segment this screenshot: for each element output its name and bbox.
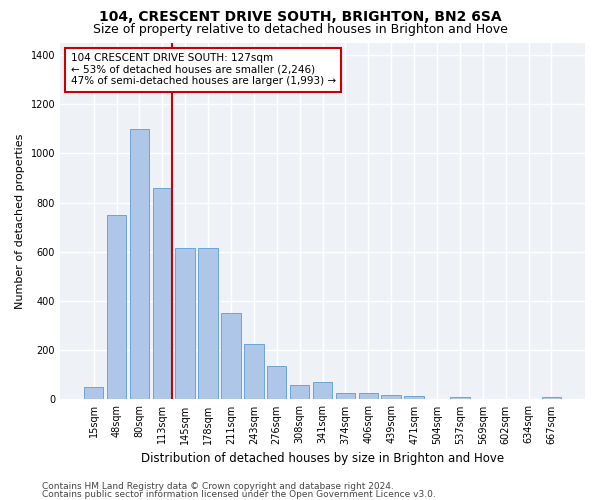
Bar bbox=[450, 398, 470, 400]
Bar bbox=[84, 387, 103, 400]
Bar bbox=[221, 314, 241, 400]
Bar bbox=[107, 215, 126, 400]
Bar bbox=[199, 248, 218, 400]
Bar bbox=[130, 128, 149, 400]
Y-axis label: Number of detached properties: Number of detached properties bbox=[15, 134, 25, 308]
Text: 104 CRESCENT DRIVE SOUTH: 127sqm
← 53% of detached houses are smaller (2,246)
47: 104 CRESCENT DRIVE SOUTH: 127sqm ← 53% o… bbox=[71, 53, 335, 86]
Bar bbox=[267, 366, 286, 400]
Text: Size of property relative to detached houses in Brighton and Hove: Size of property relative to detached ho… bbox=[92, 22, 508, 36]
Bar bbox=[404, 396, 424, 400]
Bar bbox=[335, 394, 355, 400]
Bar bbox=[244, 344, 263, 400]
Bar bbox=[175, 248, 195, 400]
Bar bbox=[313, 382, 332, 400]
Bar bbox=[359, 394, 378, 400]
Bar bbox=[382, 394, 401, 400]
Bar bbox=[152, 188, 172, 400]
X-axis label: Distribution of detached houses by size in Brighton and Hove: Distribution of detached houses by size … bbox=[141, 452, 504, 465]
Text: Contains public sector information licensed under the Open Government Licence v3: Contains public sector information licen… bbox=[42, 490, 436, 499]
Bar bbox=[542, 398, 561, 400]
Text: 104, CRESCENT DRIVE SOUTH, BRIGHTON, BN2 6SA: 104, CRESCENT DRIVE SOUTH, BRIGHTON, BN2… bbox=[98, 10, 502, 24]
Bar bbox=[290, 384, 310, 400]
Text: Contains HM Land Registry data © Crown copyright and database right 2024.: Contains HM Land Registry data © Crown c… bbox=[42, 482, 394, 491]
